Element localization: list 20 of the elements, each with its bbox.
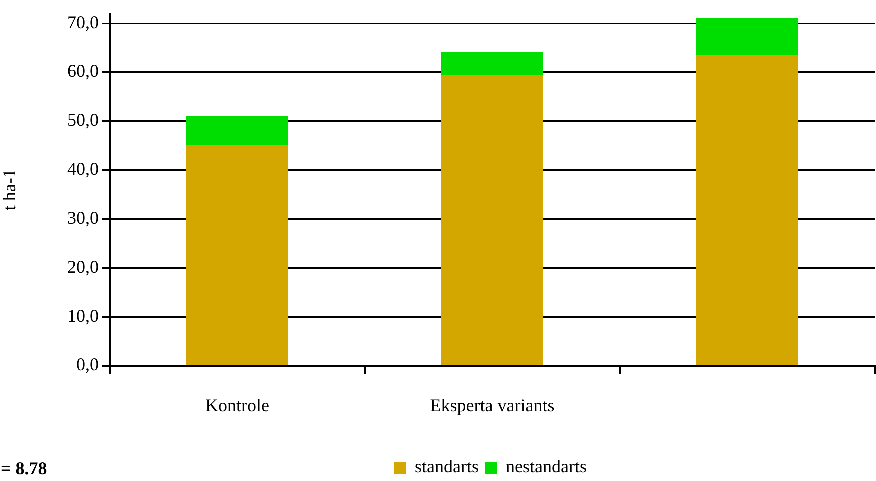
- y-tick-label: 50,0: [68, 110, 99, 130]
- y-tick-label: 40,0: [68, 159, 99, 180]
- bar: [442, 75, 544, 366]
- y-tick-label: 70,0: [68, 12, 99, 32]
- legend-label: nestandarts: [506, 456, 587, 477]
- y-axis-title: t ha-1: [0, 169, 20, 211]
- y-tick-label: 10,0: [68, 306, 99, 326]
- x-tick-label: Eksperta variants: [430, 396, 555, 416]
- y-tick-label: 30,0: [68, 208, 99, 228]
- bar: [442, 52, 544, 76]
- bar: [696, 56, 798, 366]
- y-tick-label: 0,0: [76, 354, 99, 375]
- bar: [186, 116, 288, 146]
- y-tick-label: 60,0: [68, 61, 99, 82]
- text: = 8.78: [1, 458, 48, 479]
- y-tick-label: 20,0: [68, 256, 99, 277]
- x-tick-label: Kontrole: [206, 396, 270, 416]
- bar: [696, 18, 798, 56]
- legend-label: standarts: [415, 456, 480, 477]
- bar: [186, 146, 288, 366]
